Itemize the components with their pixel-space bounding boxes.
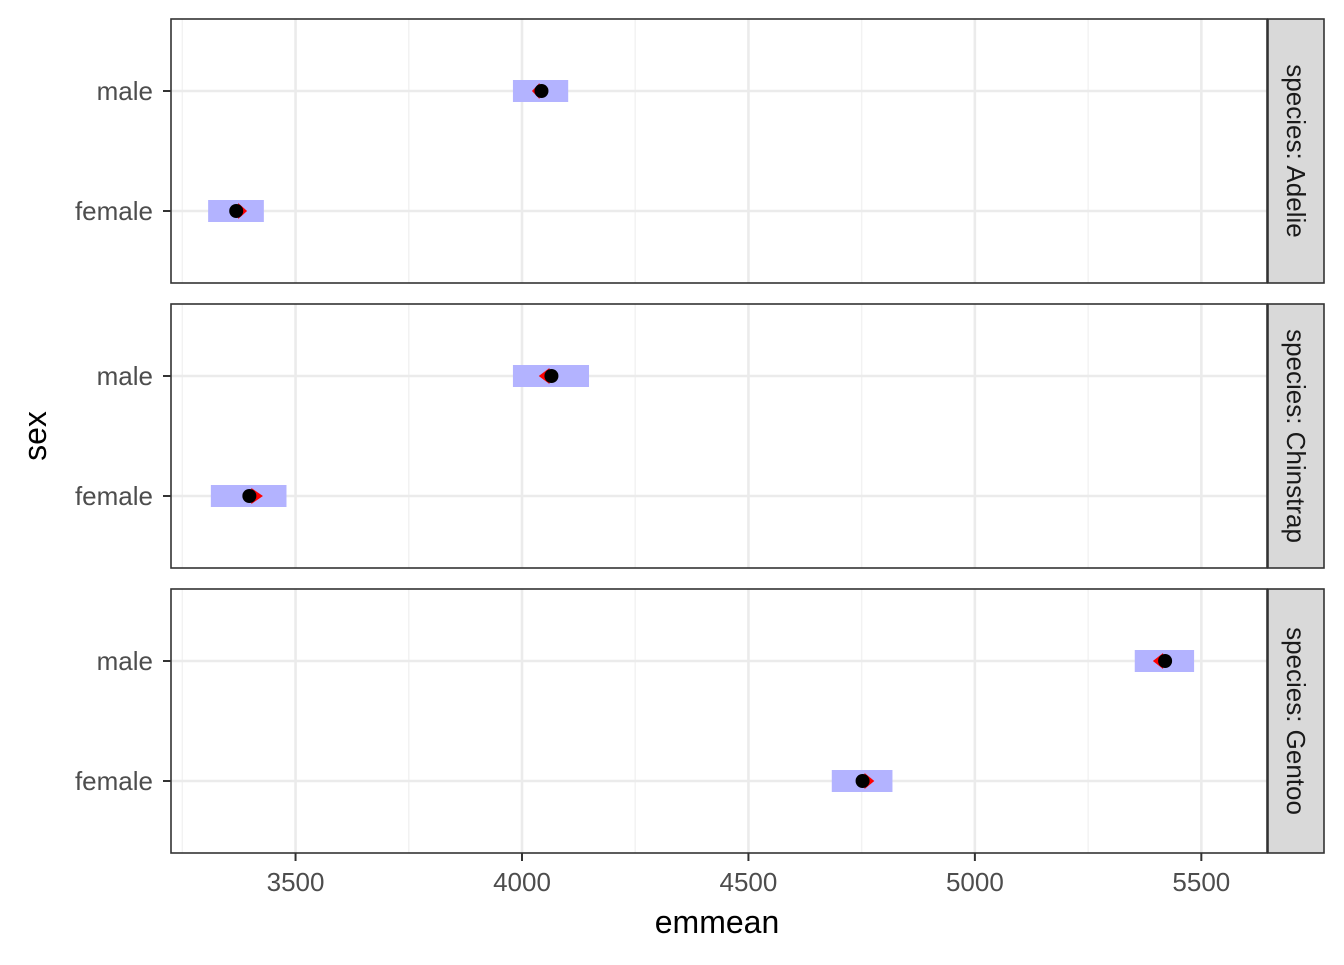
x-tick-label: 3500: [267, 867, 325, 897]
panel-border: [170, 303, 1268, 569]
panel-background: [171, 589, 1267, 853]
axes: emmean sex 3500 4000 4500 5000 5500: [17, 411, 1230, 940]
facet-strip: [1267, 588, 1325, 854]
x-tick-label: 4000: [493, 867, 551, 897]
y-tick-label: male: [97, 646, 153, 676]
y-tick-label: female: [75, 196, 153, 226]
panel-border: [170, 18, 1268, 284]
facet-strip-label: species: Chinstrap: [1281, 329, 1311, 543]
emmean-point-male: [1158, 654, 1173, 668]
facet-strip-label: species: Adelie: [1281, 64, 1311, 237]
panel-background: [171, 19, 1267, 283]
emmean-point-female: [242, 489, 257, 503]
x-tick-label: 5000: [946, 867, 1004, 897]
y-axis-title: sex: [17, 411, 53, 461]
x-tick-label: 5500: [1172, 867, 1230, 897]
facet-strip-label: species: Gentoo: [1281, 627, 1311, 815]
emmean-point-female: [229, 204, 244, 218]
facet-strip: [1267, 303, 1325, 569]
emmean-point-male: [534, 84, 549, 98]
panel-background: [171, 304, 1267, 568]
y-tick-label: female: [75, 766, 153, 796]
panel-border: [170, 588, 1268, 854]
emmean-point-male: [544, 369, 559, 383]
facet-panel-2: species: Gentoo female male: [75, 588, 1325, 854]
y-tick-label: male: [97, 76, 153, 106]
y-tick-label: female: [75, 481, 153, 511]
facet-panel-1: species: Chinstrap female male: [75, 303, 1325, 569]
facet-strip: [1267, 18, 1325, 284]
facet-panel-0: species: Adelie female male: [75, 18, 1325, 284]
x-axis-title: emmean: [655, 904, 780, 940]
y-tick-label: male: [97, 361, 153, 391]
emmean-point-female: [855, 774, 870, 788]
x-tick-label: 4500: [720, 867, 778, 897]
